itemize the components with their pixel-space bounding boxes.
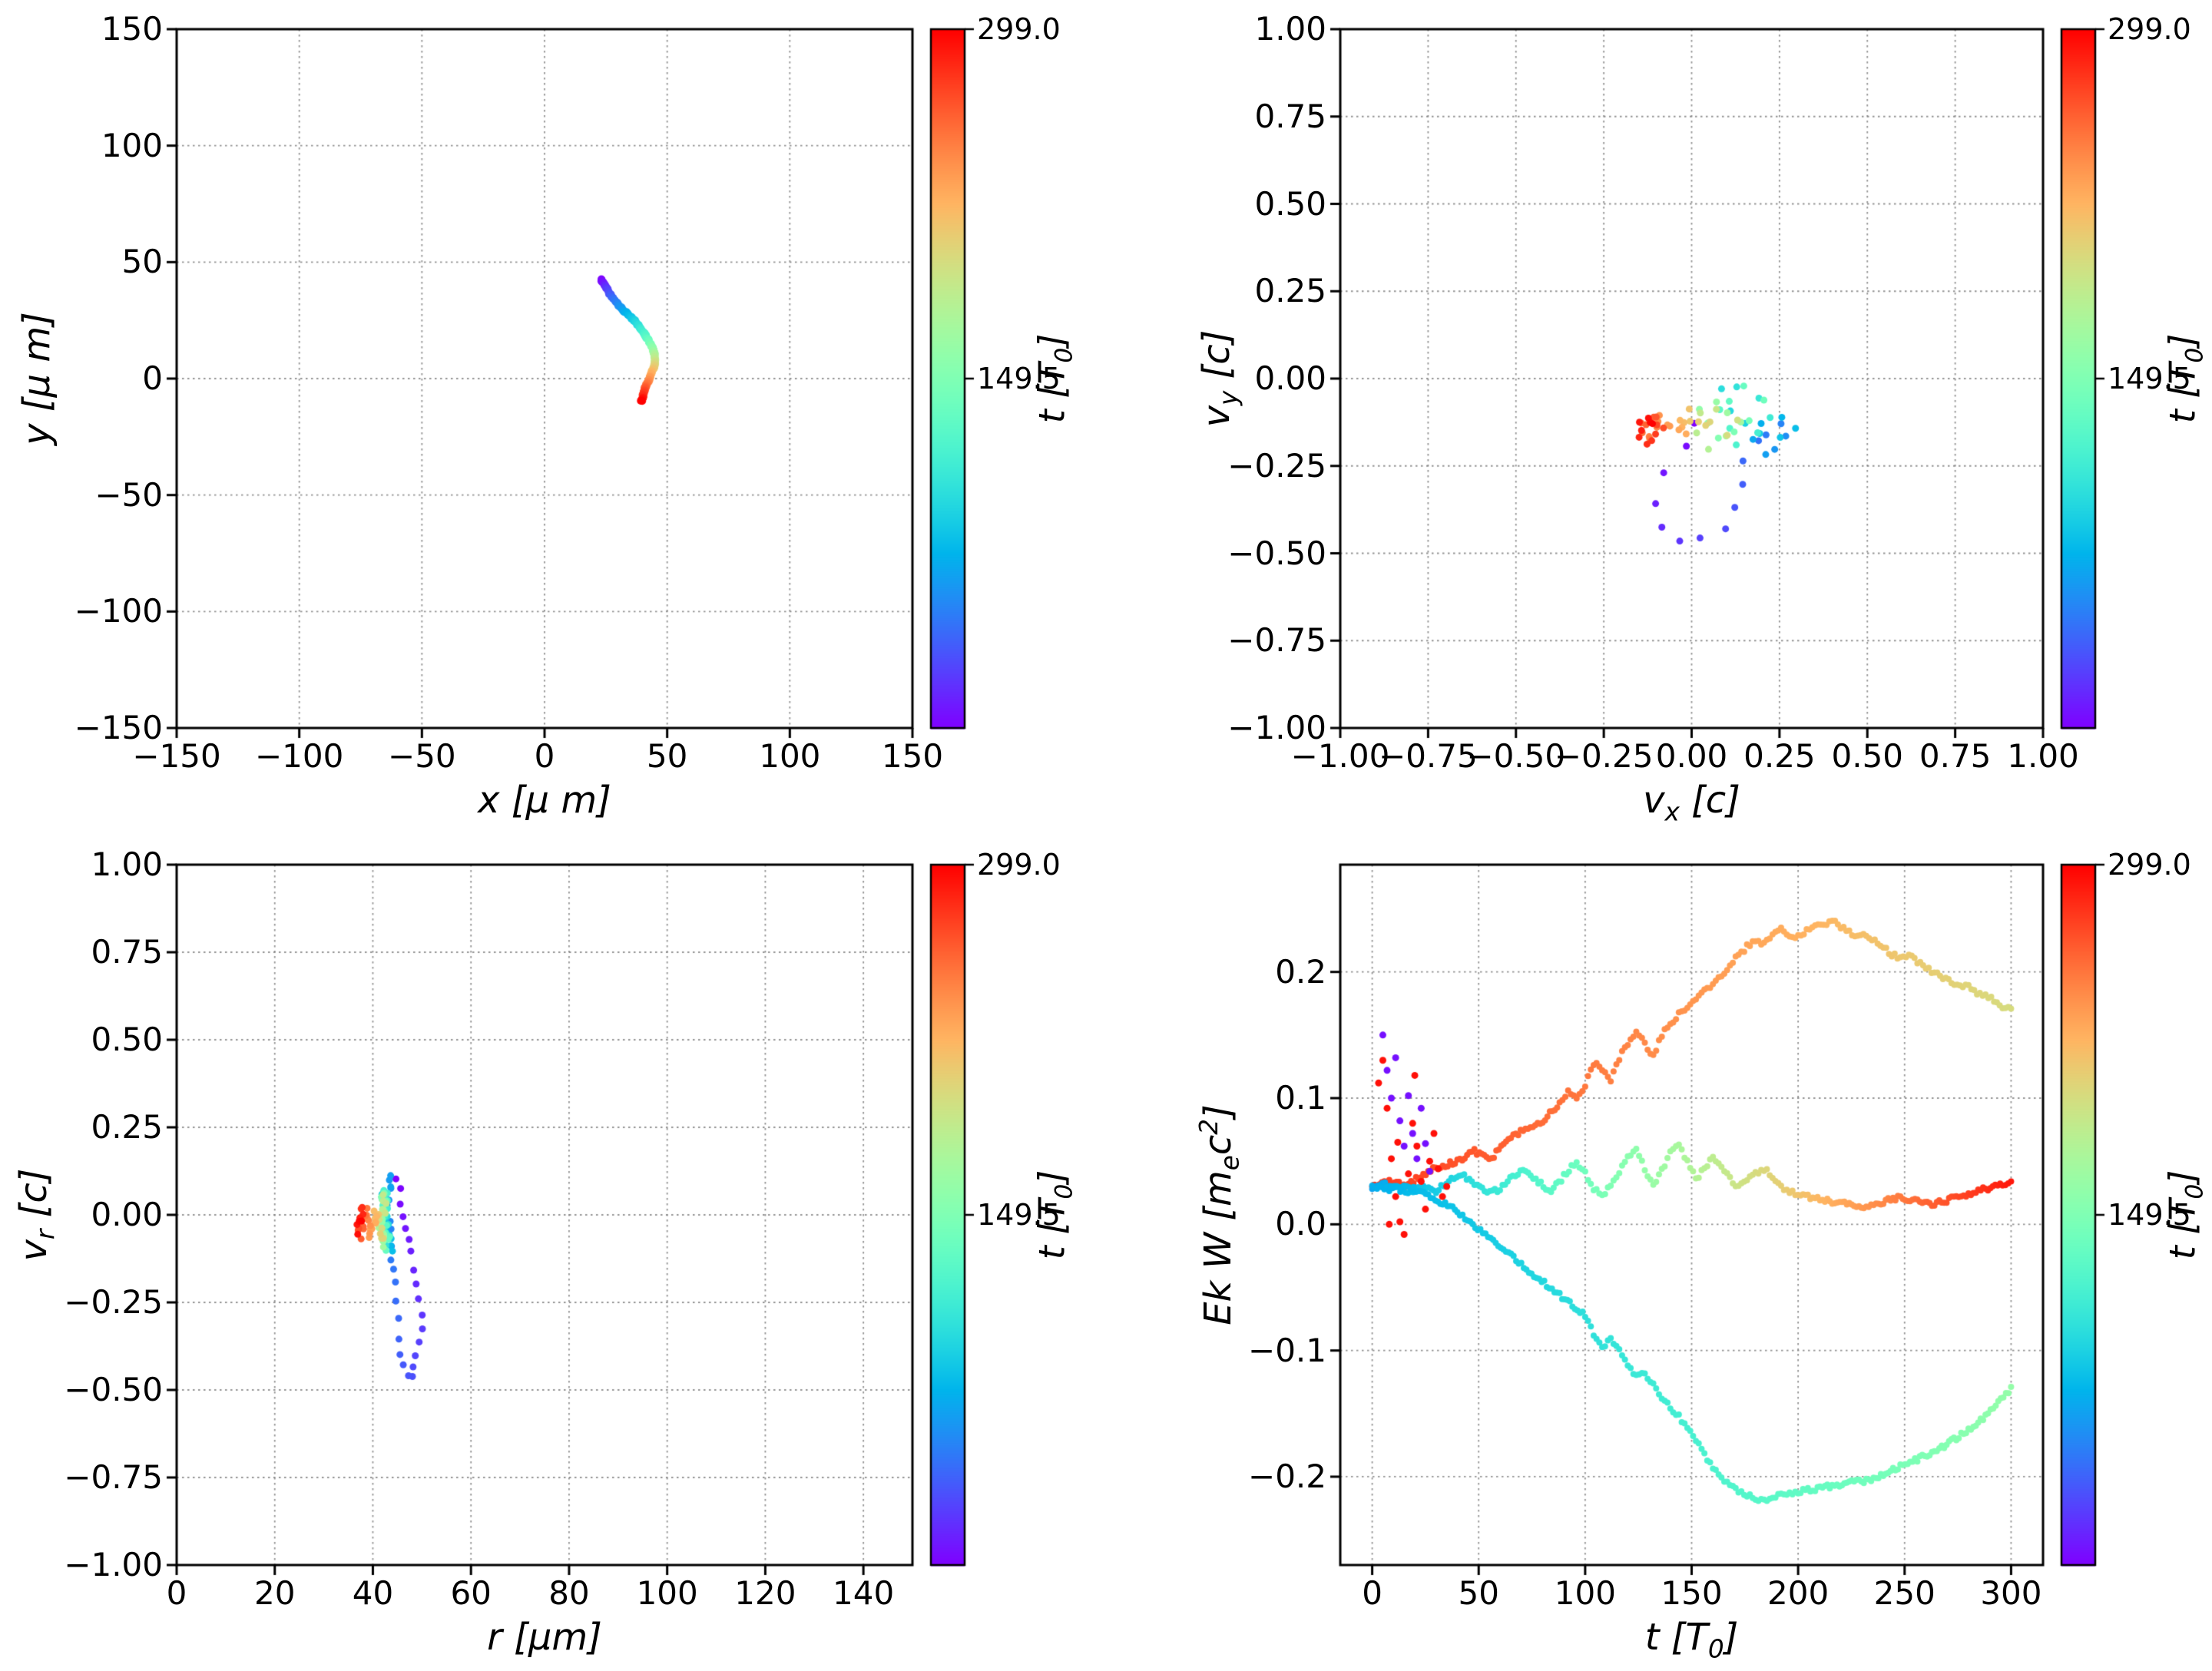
rvr-y-tick-label: −0.25 (64, 1283, 163, 1321)
vxvy-y-tick-label: 0.00 (1254, 359, 1326, 397)
xy-y-tick-label: 100 (101, 126, 163, 164)
rvr-y-tick-label: 1.00 (91, 845, 163, 883)
vxvy-y-tick-label: −0.25 (1227, 446, 1326, 485)
energy-x-tick-label: 100 (1554, 1574, 1616, 1612)
energy-y-tick-label: 0.2 (1275, 952, 1326, 991)
energy-colorbar (2057, 860, 2115, 1570)
rvr-x-tick-label: 20 (253, 1574, 296, 1612)
rvr-y-tick-label: 0.50 (91, 1021, 163, 1058)
vxvy-x-tick-label: −0.25 (1554, 737, 1654, 775)
rvr-x-axis-label: r [μm] (487, 1616, 602, 1659)
vxvy-y-tick-label: 1.00 (1254, 10, 1326, 48)
energy-plot-area (1320, 845, 2063, 1585)
vxvy-x-tick-label: 1.00 (2007, 737, 2079, 775)
energy-x-tick-label: 50 (1458, 1574, 1499, 1612)
energy-x-tick-label: 250 (1873, 1574, 1936, 1612)
xy-x-tick-label: 100 (759, 737, 821, 775)
vxvy-x-tick-label: 0.75 (1919, 737, 1992, 775)
xy-x-tick-label: 150 (881, 737, 944, 775)
xy-y-tick-label: −50 (94, 475, 163, 514)
energy-y-tick-label: −0.1 (1248, 1331, 1326, 1369)
rvr-plot-area (157, 845, 932, 1585)
vxvy-y-tick-label: −0.50 (1227, 534, 1326, 572)
vxvy-x-tick-label: 0.00 (1655, 737, 1728, 775)
rvr-x-tick-label: 60 (450, 1574, 492, 1612)
rvr-y-tick-label: 0.25 (91, 1108, 163, 1146)
rvr-y-tick-label: −0.50 (64, 1371, 163, 1408)
vxvy-y-tick-label: −0.75 (1227, 621, 1326, 660)
xy-y-tick-label: −100 (74, 592, 163, 630)
xy-y-tick-label: 50 (121, 243, 163, 281)
energy-y-axis-label: Ek W [mec2] (1194, 1104, 1245, 1325)
xy-x-tick-label: −100 (254, 737, 344, 775)
xy-y-tick-label: 150 (101, 10, 163, 48)
energy-x-tick-label: 300 (1980, 1574, 2042, 1612)
vxvy-x-tick-label: −1.00 (1290, 737, 1390, 775)
xy-y-tick-label: −150 (74, 709, 163, 746)
vxvy-x-tick-label: −0.75 (1379, 737, 1478, 775)
vxvy-y-tick-label: 0.75 (1254, 97, 1326, 135)
rvr-colorbar-tick-label: 299.0 (977, 848, 1061, 882)
energy-x-tick-label: 150 (1661, 1574, 1723, 1612)
vxvy-x-tick-label: −0.50 (1466, 737, 1566, 775)
xy-colorbar-tick-label: 299.0 (977, 12, 1061, 46)
xy-colorbar (926, 25, 985, 733)
rvr-y-tick-label: −0.75 (64, 1458, 163, 1496)
xy-x-tick-label: 50 (646, 737, 688, 775)
vxvy-y-tick-label: 0.25 (1254, 272, 1326, 310)
vxvy-x-axis-label: vx [c] (1643, 779, 1740, 827)
vxvy-colorbar-tick-label: 299.0 (2108, 12, 2191, 46)
energy-colorbar-tick-label: 149.5 (2108, 1198, 2191, 1232)
vxvy-x-tick-label: 0.25 (1743, 737, 1816, 775)
rvr-colorbar (926, 860, 985, 1570)
rvr-y-tick-label: 0.75 (91, 933, 163, 971)
rvr-x-tick-label: 80 (548, 1574, 590, 1612)
rvr-x-tick-label: 140 (833, 1574, 895, 1612)
rvr-x-tick-label: 40 (352, 1574, 394, 1612)
xy-colorbar-tick-label: 149.5 (977, 362, 1061, 395)
vxvy-x-tick-label: 0.50 (1831, 737, 1904, 775)
xy-x-tick-label: −50 (388, 737, 456, 775)
xy-y-tick-label: 0 (142, 359, 163, 397)
vxvy-y-tick-label: 0.50 (1254, 184, 1326, 223)
rvr-y-tick-label: 0.00 (91, 1196, 163, 1233)
energy-colorbar-tick-label: 299.0 (2108, 848, 2191, 882)
energy-y-tick-label: 0.1 (1275, 1079, 1326, 1117)
rvr-x-tick-label: 0 (166, 1574, 187, 1612)
vxvy-y-tick-label: −1.00 (1227, 709, 1326, 746)
vxvy-plot-area (1320, 9, 2063, 748)
energy-x-axis-label: t [T0] (1644, 1616, 1739, 1664)
energy-y-tick-label: −0.2 (1248, 1457, 1326, 1495)
energy-x-tick-label: 200 (1767, 1574, 1830, 1612)
vxvy-colorbar (2057, 25, 2115, 733)
xy-plot-area (157, 9, 932, 748)
vxvy-colorbar-tick-label: 149.5 (2108, 362, 2191, 395)
xy-x-tick-label: 0 (534, 737, 555, 775)
rvr-colorbar-tick-label: 149.5 (977, 1198, 1061, 1232)
rvr-y-tick-label: −1.00 (64, 1546, 163, 1583)
rvr-x-tick-label: 100 (636, 1574, 698, 1612)
xy-x-axis-label: x [μ m] (478, 779, 611, 822)
energy-y-tick-label: 0.0 (1275, 1205, 1326, 1243)
energy-x-tick-label: 0 (1362, 1574, 1382, 1612)
rvr-x-tick-label: 120 (734, 1574, 796, 1612)
xy-x-tick-label: −150 (132, 737, 221, 775)
